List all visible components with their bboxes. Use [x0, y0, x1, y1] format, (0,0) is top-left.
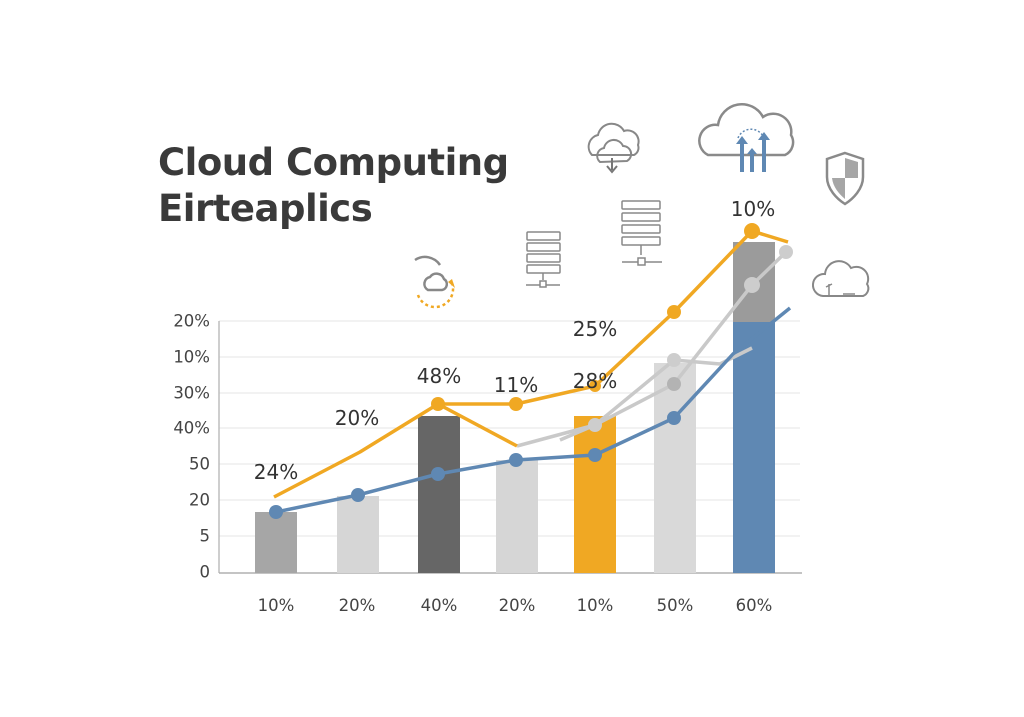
x-tick-label: 50%	[656, 596, 694, 615]
bar-5	[574, 416, 616, 573]
data-label: 10%	[730, 197, 776, 221]
x-tick-label: 40%	[420, 596, 458, 615]
orange-markers	[431, 223, 760, 411]
light-gray-markers	[588, 245, 793, 432]
bar-2	[337, 496, 379, 573]
bar-7	[733, 322, 775, 573]
bar-3	[418, 416, 460, 573]
x-tick-label: 10%	[576, 596, 614, 615]
y-tick-label: 10%	[173, 347, 210, 367]
bar-1	[255, 512, 297, 573]
chart-title: Cloud Computing Eirteaplics	[158, 140, 509, 232]
dark-gray-marker	[667, 377, 681, 391]
data-label: 20%	[334, 406, 380, 430]
bars	[255, 242, 775, 573]
data-label: 24%	[253, 460, 299, 484]
orange-line	[273, 229, 789, 499]
data-label: 48%	[416, 364, 462, 388]
y-tick-label: 50	[189, 454, 210, 474]
cloud-user-icon	[811, 260, 870, 297]
data-label: 25%	[572, 317, 618, 341]
bar-6	[654, 363, 696, 573]
data-label: 11%	[493, 373, 539, 397]
y-tick-label: 30%	[173, 383, 210, 403]
chart-title-line1: Cloud Computing	[158, 141, 509, 184]
y-tick-label: 5	[199, 526, 211, 546]
x-tick-label: 20%	[338, 596, 376, 615]
chart-title-line2: Eirteaplics	[158, 187, 373, 230]
cloud-download-icon	[587, 122, 640, 174]
blue-line	[275, 306, 792, 514]
cloud-sync-icon	[414, 255, 455, 309]
server-rack-icon	[526, 231, 561, 288]
y-tick-label: 20	[189, 490, 210, 510]
x-tick-label: 60%	[735, 596, 773, 615]
server-rack-icon-2	[621, 200, 662, 266]
bar-4	[496, 460, 538, 573]
x-tick-label: 10%	[257, 596, 295, 615]
x-tick-label: 20%	[498, 596, 536, 615]
y-tick-label: 0	[199, 562, 211, 582]
cloud-upload-icon	[698, 103, 795, 172]
shield-icon	[825, 151, 865, 206]
y-tick-label: 20%	[173, 311, 210, 331]
orange-line-branch	[437, 402, 518, 448]
data-label: 28%	[572, 369, 618, 393]
y-tick-label: 40%	[173, 418, 210, 438]
blue-markers	[269, 411, 681, 519]
